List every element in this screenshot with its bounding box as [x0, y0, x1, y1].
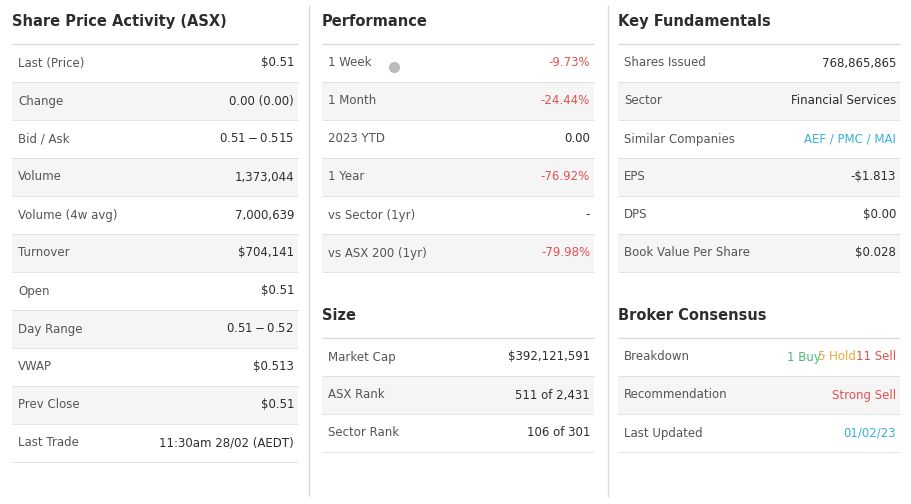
Text: vs ASX 200 (1yr): vs ASX 200 (1yr): [328, 246, 426, 260]
Text: $0.51 - $0.52: $0.51 - $0.52: [226, 323, 294, 336]
Text: 01/02/23: 01/02/23: [844, 426, 896, 439]
Text: 0.00: 0.00: [564, 133, 590, 146]
Text: vs Sector (1yr): vs Sector (1yr): [328, 209, 415, 221]
Text: Last Trade: Last Trade: [18, 436, 79, 450]
Text: Key Fundamentals: Key Fundamentals: [618, 15, 771, 29]
Text: 0.00 (0.00): 0.00 (0.00): [230, 95, 294, 107]
Text: EPS: EPS: [624, 170, 646, 183]
Text: Volume (4w avg): Volume (4w avg): [18, 209, 118, 221]
Bar: [12, 310, 298, 348]
Text: Turnover: Turnover: [18, 246, 69, 260]
Bar: [322, 234, 594, 272]
Text: Sector: Sector: [624, 95, 662, 107]
Bar: [322, 158, 594, 196]
Text: Market Cap: Market Cap: [328, 350, 395, 363]
Text: 511 of 2,431: 511 of 2,431: [516, 389, 590, 402]
Bar: [12, 82, 298, 120]
Text: Recommendation: Recommendation: [624, 389, 728, 402]
Text: 11 Sell: 11 Sell: [855, 350, 896, 363]
Text: 1,373,044: 1,373,044: [234, 170, 294, 183]
Text: 1 Year: 1 Year: [328, 170, 364, 183]
Text: $0.51: $0.51: [261, 56, 294, 70]
Text: ASX Rank: ASX Rank: [328, 389, 384, 402]
Text: VWAP: VWAP: [18, 360, 52, 373]
Bar: [618, 234, 900, 272]
Text: 2023 YTD: 2023 YTD: [328, 133, 385, 146]
Text: Performance: Performance: [322, 15, 428, 29]
Text: -79.98%: -79.98%: [541, 246, 590, 260]
Text: 7,000,639: 7,000,639: [234, 209, 294, 221]
Text: i: i: [393, 62, 395, 72]
Text: -24.44%: -24.44%: [541, 95, 590, 107]
Text: DPS: DPS: [624, 209, 648, 221]
Text: -76.92%: -76.92%: [541, 170, 590, 183]
Bar: [12, 234, 298, 272]
Text: $0.51: $0.51: [261, 399, 294, 411]
Text: ·: ·: [823, 350, 826, 363]
Text: 768,865,865: 768,865,865: [822, 56, 896, 70]
Text: 1 Month: 1 Month: [328, 95, 376, 107]
Text: Last (Price): Last (Price): [18, 56, 85, 70]
Text: Volume: Volume: [18, 170, 62, 183]
Text: Prev Close: Prev Close: [18, 399, 79, 411]
Text: $392,121,591: $392,121,591: [507, 350, 590, 363]
Bar: [322, 376, 594, 414]
Text: 5 Hold: 5 Hold: [818, 350, 856, 363]
Text: -9.73%: -9.73%: [548, 56, 590, 70]
Text: $0.51: $0.51: [261, 284, 294, 297]
Text: Book Value Per Share: Book Value Per Share: [624, 246, 750, 260]
Text: Similar Companies: Similar Companies: [624, 133, 735, 146]
Text: Size: Size: [322, 308, 356, 324]
Text: Day Range: Day Range: [18, 323, 83, 336]
Text: $0.00: $0.00: [863, 209, 896, 221]
Text: Strong Sell: Strong Sell: [832, 389, 896, 402]
Text: $704,141: $704,141: [238, 246, 294, 260]
Text: Sector Rank: Sector Rank: [328, 426, 399, 439]
Text: AEF / PMC / MAI: AEF / PMC / MAI: [804, 133, 896, 146]
Bar: [618, 158, 900, 196]
Text: 1 Buy: 1 Buy: [787, 350, 821, 363]
Text: $0.028: $0.028: [855, 246, 896, 260]
Text: -$1.813: -$1.813: [851, 170, 896, 183]
Text: $0.51 - $0.515: $0.51 - $0.515: [219, 133, 294, 146]
Text: Financial Services: Financial Services: [791, 95, 896, 107]
Text: 106 of 301: 106 of 301: [527, 426, 590, 439]
Bar: [12, 158, 298, 196]
Text: Open: Open: [18, 284, 49, 297]
Bar: [322, 82, 594, 120]
Text: -: -: [586, 209, 590, 221]
Bar: [618, 376, 900, 414]
Text: Share Price Activity (ASX): Share Price Activity (ASX): [12, 15, 227, 29]
Text: Broker Consensus: Broker Consensus: [618, 308, 766, 324]
Bar: [12, 386, 298, 424]
Bar: [618, 82, 900, 120]
Text: 1 Week: 1 Week: [328, 56, 372, 70]
Text: Bid / Ask: Bid / Ask: [18, 133, 69, 146]
Text: Last Updated: Last Updated: [624, 426, 702, 439]
Text: ·: ·: [857, 350, 861, 363]
Text: Shares Issued: Shares Issued: [624, 56, 706, 70]
Text: $0.513: $0.513: [253, 360, 294, 373]
Text: Breakdown: Breakdown: [624, 350, 690, 363]
Text: Change: Change: [18, 95, 63, 107]
Text: 11:30am 28/02 (AEDT): 11:30am 28/02 (AEDT): [159, 436, 294, 450]
